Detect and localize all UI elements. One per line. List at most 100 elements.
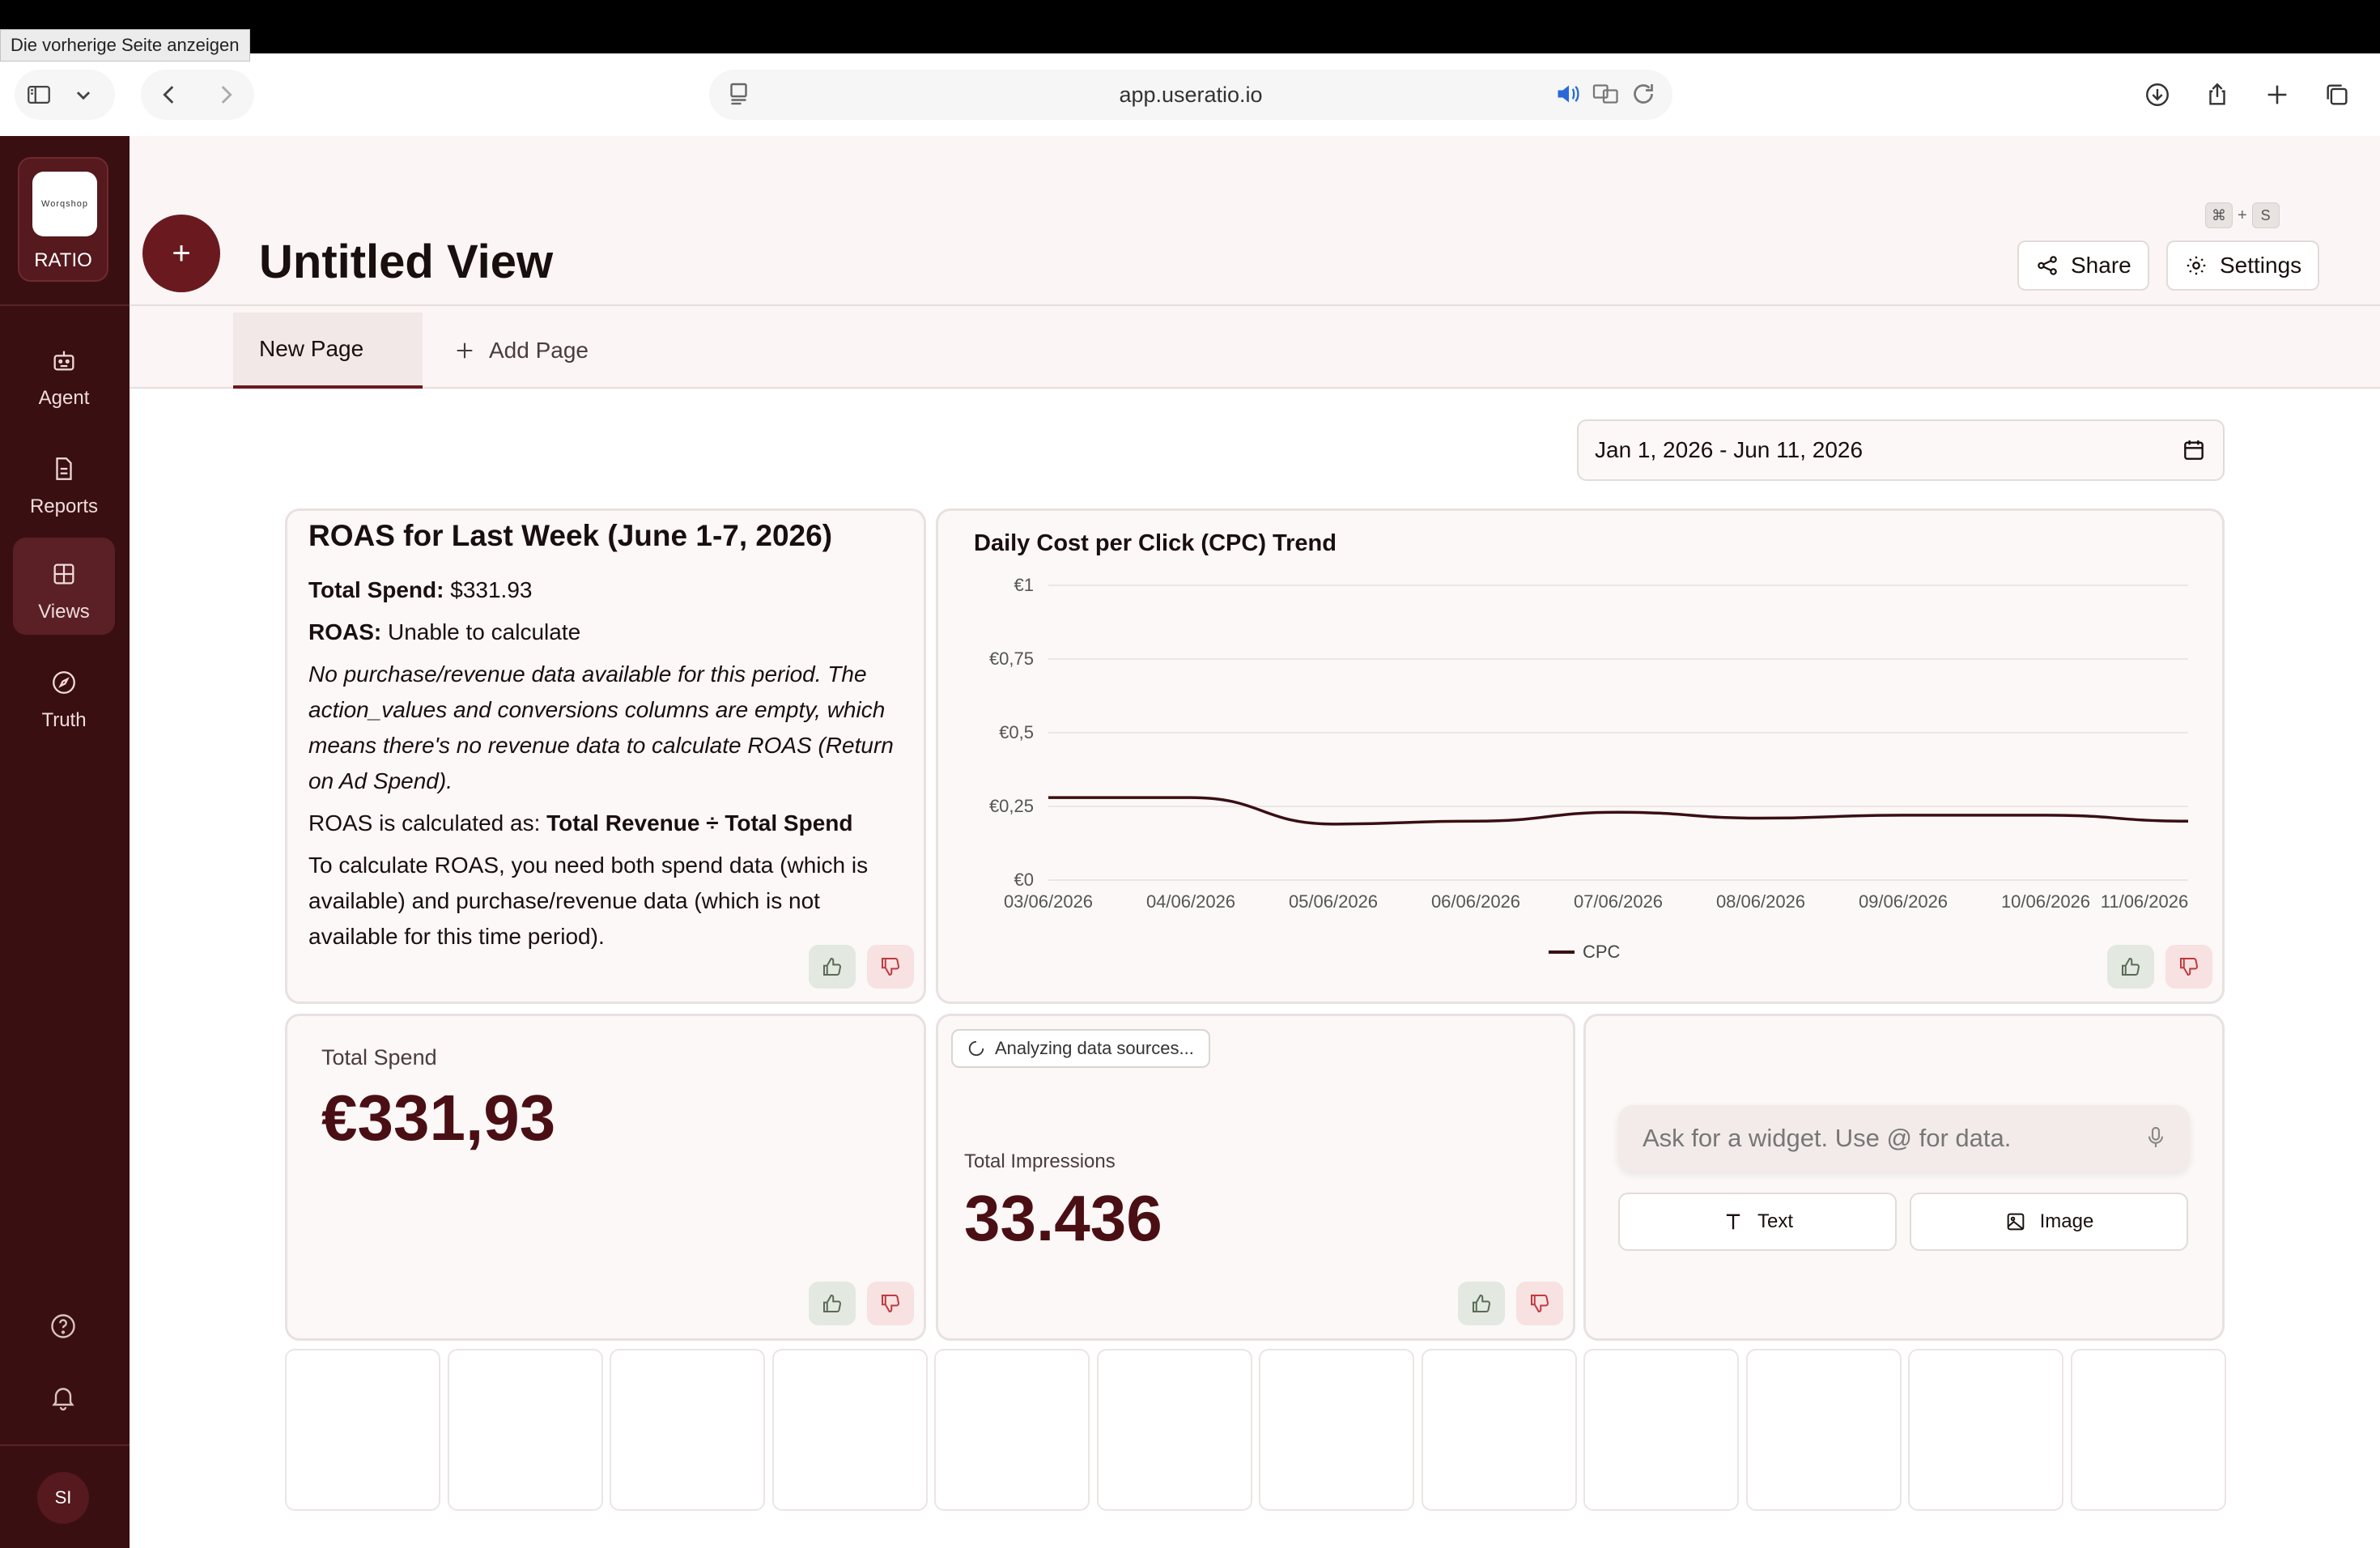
thumbs-up-button[interactable] (1458, 1282, 1505, 1325)
widget-creator: Ask for a widget. Use @ for data. Text I… (1583, 1014, 2225, 1341)
formula: Total Revenue ÷ Total Spend (546, 810, 853, 836)
tab-group-dropdown[interactable] (63, 70, 104, 120)
y-tick-label: €0,5 (999, 722, 1034, 742)
chevron-left-icon (163, 86, 174, 104)
header-divider (130, 304, 2380, 306)
roas-explanation: No purchase/revenue data available for t… (308, 661, 894, 793)
speaker-icon[interactable] (1554, 79, 1583, 108)
robot-icon (53, 351, 74, 371)
save-shortcut-hint: ⌘ + S (2205, 202, 2280, 228)
system-top-bar (0, 0, 2380, 53)
empty-grid-cell[interactable] (771, 1349, 928, 1511)
share-page-button[interactable] (2195, 71, 2239, 118)
thumbs-down-icon (882, 958, 899, 976)
empty-grid-cell[interactable] (1421, 1349, 1577, 1511)
thumbs-up-icon (823, 957, 841, 976)
share-button[interactable]: Share (2017, 240, 2149, 291)
microphone-icon[interactable] (2143, 1125, 2169, 1150)
download-icon (2146, 83, 2169, 106)
empty-grid-cell[interactable] (1096, 1349, 1252, 1511)
total-spend-widget[interactable]: Total Spend €331,93 (285, 1014, 926, 1341)
help-icon[interactable] (49, 1312, 78, 1341)
widget-prompt-input[interactable]: Ask for a widget. Use @ for data. (1618, 1105, 2190, 1172)
roas-content: Total Spend: $331.93 ROAS: Unable to cal… (308, 572, 916, 961)
settings-button[interactable]: Settings (2166, 240, 2320, 291)
address-bar[interactable]: app.useratio.io (709, 70, 1672, 120)
x-tick-label: 07/06/2026 (1574, 891, 1663, 912)
cpc-chart-widget[interactable]: Daily Cost per Click (CPC) Trend €0 €0,25… (936, 508, 2225, 1004)
roas-widget[interactable]: ROAS for Last Week (June 1-7, 2026) Tota… (285, 508, 926, 1004)
spinner-icon (968, 1040, 984, 1057)
back-tooltip: Die vorherige Seite anzeigen (0, 29, 250, 62)
thumbs-down-button[interactable] (867, 945, 914, 989)
sidebar-item-truth[interactable]: Truth (13, 646, 115, 743)
y-tick-label: €0 (1014, 870, 1034, 890)
legend-label: CPC (1583, 942, 1621, 962)
downloads-button[interactable] (2136, 71, 2179, 118)
settings-label: Settings (2220, 253, 2302, 278)
logo-mark: Worqshop (32, 172, 97, 236)
feedback-buttons (809, 945, 914, 989)
bell-icon[interactable] (49, 1383, 78, 1412)
add-page-button[interactable]: Add Page (453, 313, 589, 389)
thumbs-down-icon (2180, 958, 2198, 976)
empty-grid-cell[interactable] (1908, 1349, 2063, 1511)
image-option-label: Image (2039, 1210, 2094, 1232)
sidebar-divider (0, 304, 130, 306)
create-button[interactable]: + (142, 215, 220, 292)
tab-new-page[interactable]: New Page (233, 313, 423, 389)
thumbs-up-button[interactable] (809, 945, 856, 989)
forward-button[interactable] (198, 70, 254, 120)
x-tick-label: 04/06/2026 (1146, 891, 1235, 912)
url-text: app.useratio.io (1119, 83, 1263, 107)
empty-grid-cell[interactable] (1583, 1349, 1739, 1511)
thumbs-down-icon (1531, 1295, 1549, 1313)
avatar[interactable]: SI (37, 1472, 89, 1524)
sidebar-toggle-button[interactable] (15, 70, 63, 120)
back-button[interactable] (141, 70, 198, 120)
sidebar-toggle-group (15, 70, 115, 120)
thumbs-up-button[interactable] (2107, 945, 2154, 989)
empty-grid-cell[interactable] (934, 1349, 1090, 1511)
app-sidebar: Worqshop RATIO Agent Reports Views Truth… (0, 136, 130, 1548)
reload-icon[interactable] (1629, 79, 1658, 108)
thumbs-up-icon (823, 1294, 841, 1312)
plus-icon (457, 342, 473, 359)
sidebar-item-reports[interactable]: Reports (13, 432, 115, 529)
view-header: + Untitled View ⌘ + S Share Settings (130, 136, 2380, 306)
series-line-cpc (1048, 796, 2189, 826)
chevron-right-icon (221, 86, 232, 104)
empty-grid-cell[interactable] (1259, 1349, 1414, 1511)
thumbs-down-button[interactable] (1516, 1282, 1563, 1325)
tab-overview-button[interactable] (2315, 71, 2359, 118)
sidebar-item-label: Reports (29, 495, 99, 517)
new-tab-button[interactable] (2255, 71, 2299, 118)
thumbs-down-icon (882, 1295, 899, 1313)
thumbs-down-button[interactable] (867, 1282, 914, 1325)
empty-grid-cell[interactable] (1745, 1349, 1902, 1511)
tabs-icon (2327, 84, 2348, 105)
empty-grid-cell[interactable] (285, 1349, 440, 1511)
sidebar-item-agent[interactable]: Agent (13, 324, 115, 421)
roas-label: ROAS: (308, 619, 382, 644)
share-nodes-icon (2038, 256, 2057, 275)
plus-icon (2267, 85, 2287, 104)
empty-grid-cell[interactable] (610, 1349, 765, 1511)
reader-icon[interactable] (725, 79, 754, 113)
add-image-widget-button[interactable]: Image (1910, 1193, 2188, 1251)
prompt-placeholder: Ask for a widget. Use @ for data. (1643, 1124, 2012, 1152)
x-tick-label: 08/06/2026 (1716, 891, 1805, 912)
empty-grid-cell[interactable] (2070, 1349, 2226, 1511)
translate-icon[interactable] (1592, 79, 1621, 108)
sidebar-item-views[interactable]: Views (13, 538, 115, 635)
share-label: Share (2071, 253, 2131, 278)
date-range-picker[interactable]: Jan 1, 2026 - Jun 11, 2026 (1577, 419, 2225, 481)
total-impressions-widget[interactable]: Analyzing data sources... Total Impressi… (936, 1014, 1575, 1341)
calendar-icon (2184, 440, 2204, 460)
add-text-widget-button[interactable]: Text (1618, 1193, 1897, 1251)
workspace-logo[interactable]: Worqshop RATIO (18, 157, 108, 282)
thumbs-up-button[interactable] (809, 1282, 856, 1325)
empty-grid-cell[interactable] (447, 1349, 603, 1511)
thumbs-down-button[interactable] (2165, 945, 2212, 989)
browser-toolbar: app.useratio.io (0, 53, 2380, 136)
